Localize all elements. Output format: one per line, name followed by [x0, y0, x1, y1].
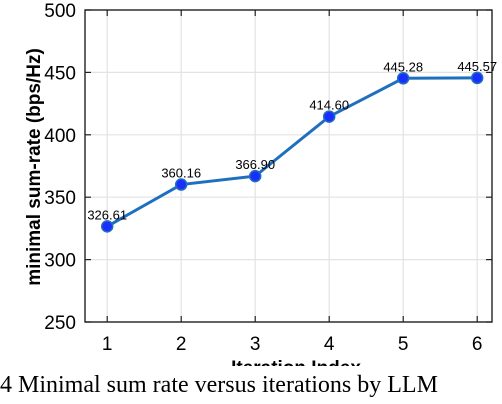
x-axis-label: Iteration Index — [231, 358, 361, 366]
axes: 250 300 350 400 450 500 1 2 3 4 5 6 — [44, 1, 493, 355]
x-tick-label: 6 — [472, 334, 483, 355]
y-axis-label: minimal sum-rate (bps/Hz) — [24, 48, 45, 286]
x-tick-label: 5 — [398, 334, 409, 355]
data-point — [396, 72, 410, 85]
y-tick-label: 500 — [44, 1, 76, 22]
x-tick-label: 4 — [324, 334, 335, 355]
series-line — [106, 76, 478, 228]
data-label: 326.61 — [87, 207, 127, 222]
y-tick-label: 350 — [44, 188, 76, 209]
data-label: 414.60 — [309, 98, 349, 113]
data-label: 366.90 — [235, 157, 275, 172]
data-point — [470, 71, 484, 85]
y-tick-label: 300 — [44, 251, 76, 272]
data-point — [100, 220, 114, 233]
figure-caption: 4 Minimal sum rate versus iterations by … — [0, 372, 438, 398]
series: 326.61 360.16 366.90 414.60 445.28 445.57 — [87, 59, 497, 233]
y-tick-label: 400 — [44, 126, 76, 147]
data-point — [322, 110, 336, 123]
y-tick-label: 450 — [44, 63, 76, 84]
chart: 250 300 350 400 450 500 1 2 3 4 5 6 326.61 360.16 366… — [24, 1, 497, 366]
data-label: 445.28 — [383, 59, 423, 74]
y-tick-label: 250 — [44, 313, 76, 334]
data-label: 445.57 — [457, 59, 497, 74]
data-point — [248, 169, 262, 183]
plot-frame — [84, 9, 493, 323]
grid — [85, 9, 492, 323]
x-tick-label: 3 — [250, 334, 261, 355]
data-point — [174, 178, 188, 191]
x-tick-label: 1 — [102, 334, 113, 355]
data-label: 360.16 — [161, 166, 201, 181]
x-tick-label: 2 — [176, 334, 187, 355]
